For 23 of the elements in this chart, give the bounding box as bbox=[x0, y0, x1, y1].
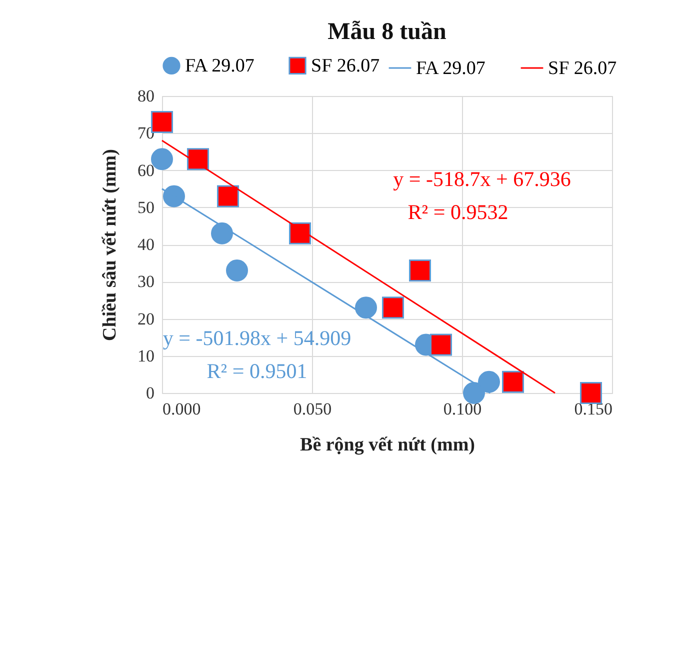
annotation: R² = 0.9532 bbox=[408, 200, 508, 224]
y-tick-label: 80 bbox=[138, 86, 154, 106]
legend-label: SF 26.07 bbox=[311, 56, 380, 77]
legend-label: FA 29.07 bbox=[185, 56, 254, 77]
legend-label: SF 26.07 bbox=[548, 58, 617, 79]
y-tick-label: 10 bbox=[138, 346, 154, 366]
chart-title: Mẫu 8 tuần bbox=[328, 19, 446, 45]
y-tick-label: 30 bbox=[138, 272, 154, 292]
x-tick-label: 0.050 bbox=[293, 400, 332, 418]
y-tick-label: 0 bbox=[146, 384, 154, 402]
y-tick-label: 40 bbox=[138, 235, 154, 254]
x-tick-label: 0.100 bbox=[443, 400, 482, 418]
y-tick-label: 60 bbox=[138, 160, 154, 180]
y-tick-label: 20 bbox=[138, 309, 154, 328]
x-tick-label: 0.000 bbox=[162, 400, 201, 418]
annotation: y = -518.7x + 67.936 bbox=[393, 167, 571, 191]
legend-label: FA 29.07 bbox=[416, 58, 486, 79]
y-tick-label: 50 bbox=[138, 198, 154, 217]
x-axis-title: Bề rộng vết nứt (mm) bbox=[300, 434, 475, 456]
annotation: R² = 0.9501 bbox=[206, 359, 308, 383]
y-axis-title: Chiều sâu vết nứt (mm) bbox=[100, 149, 120, 341]
annotation: y = -501.98x + 54.909 bbox=[162, 326, 352, 350]
x-tick-label: 0.150 bbox=[574, 400, 612, 418]
